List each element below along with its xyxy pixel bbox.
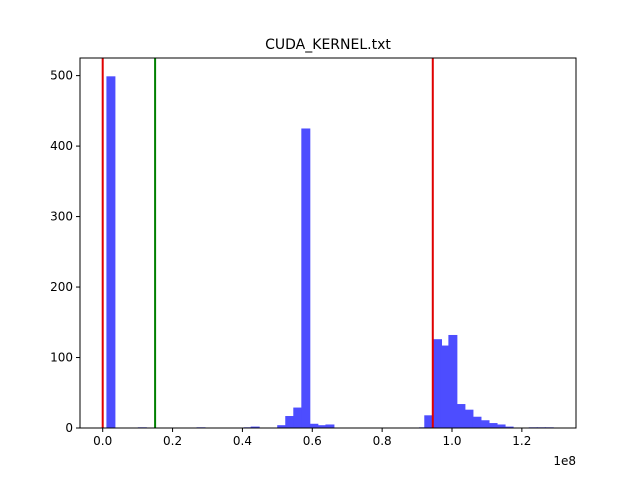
x-axis: 0.0 0.2 0.4 0.6 0.8 1.0 1.2 [93,428,531,448]
x-tick-label-2: 0.4 [233,434,252,448]
histogram-bar-20 [480,420,490,428]
x-tick-label-3: 0.6 [303,434,322,448]
y-tick-label-4: 400 [50,139,73,153]
x-tick-label-1: 0.2 [163,434,182,448]
y-axis: 0 100 200 300 400 500 [50,69,80,435]
histogram-bar-0 [106,76,116,429]
histogram-bar-18 [464,409,474,428]
histogram-bar-16 [448,334,458,428]
histogram-bar-15 [440,345,450,428]
histogram-bar-22 [496,424,506,428]
histogram-bar-8 [301,128,311,428]
x-tick-label-6: 1.2 [512,434,531,448]
histogram-bar-4 [250,426,260,428]
histogram-bar-9 [309,423,319,428]
bars-group [106,76,554,429]
y-tick-label-0: 0 [65,421,73,435]
histogram-bar-21 [488,423,498,428]
y-tick-label-2: 200 [50,280,73,294]
histogram-bar-7 [293,407,303,428]
x-tick-label-4: 0.8 [373,434,392,448]
x-offset-label: 1e8 [553,454,576,468]
chart-title: CUDA_KERNEL.txt [265,37,391,53]
histogram-bar-5 [277,425,287,428]
histogram-bar-6 [285,416,295,428]
plot-frame [79,57,577,429]
histogram-bar-11 [325,424,335,428]
histogram-bar-10 [317,425,327,428]
histogram-bar-19 [472,416,482,428]
x-tick-label-5: 1.0 [442,434,461,448]
histogram-bar-13 [424,415,434,428]
x-tick-label-0: 0.0 [93,434,112,448]
histogram-bar-14 [433,339,443,428]
y-tick-label-3: 300 [50,210,73,224]
histogram-bar-17 [456,404,466,428]
histogram-bar-23 [504,426,514,428]
y-tick-label-1: 100 [50,351,73,365]
reference-lines-group [101,58,434,428]
y-tick-label-5: 500 [50,69,73,83]
